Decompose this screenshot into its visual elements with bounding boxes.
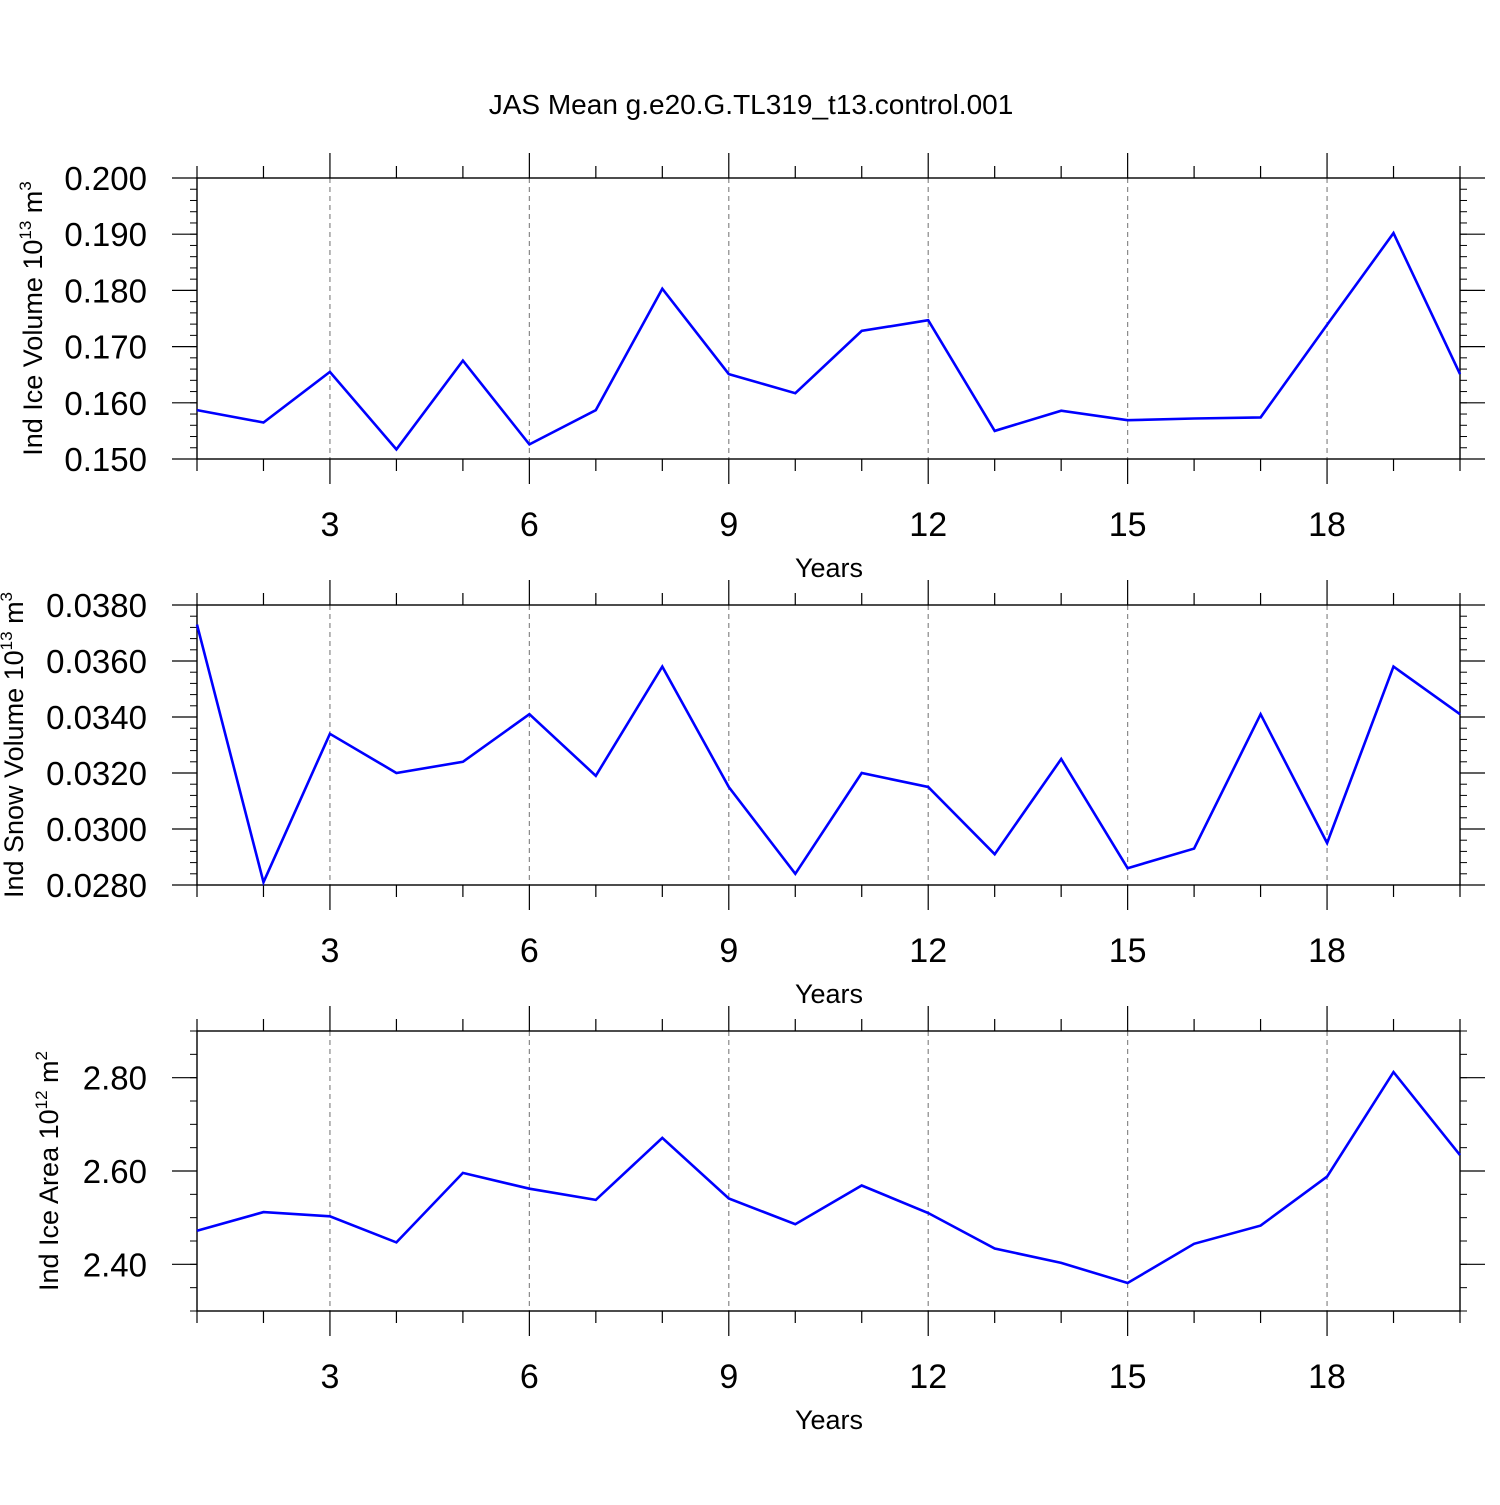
y-tick-label: 0.170 bbox=[64, 329, 147, 366]
plot-frame bbox=[197, 605, 1460, 885]
y-axis-label-superscript: 3 bbox=[0, 592, 16, 601]
y-tick-label: 0.0320 bbox=[46, 755, 147, 792]
x-axis-label: Years bbox=[795, 553, 863, 583]
series-line bbox=[197, 233, 1460, 449]
y-tick-label: 2.60 bbox=[83, 1153, 147, 1190]
series-line bbox=[197, 625, 1460, 883]
y-tick-label: 0.0380 bbox=[46, 587, 147, 624]
x-tick-label: 9 bbox=[719, 1358, 738, 1396]
chart-panels: 3 6 9 12 15 18 0.150 0.160 0.170 0.180 0.190 0.200 Y… bbox=[0, 153, 1485, 1435]
x-tick-label: 9 bbox=[719, 506, 738, 544]
y-tick-label: 0.160 bbox=[64, 385, 147, 422]
y-tick-label: 0.0280 bbox=[46, 867, 147, 904]
plot-frame bbox=[197, 1031, 1460, 1311]
y-tick-label: 2.80 bbox=[83, 1060, 147, 1097]
y-axis-label-superscript: 2 bbox=[32, 1051, 51, 1060]
x-tick-label: 12 bbox=[909, 506, 947, 544]
chart-title: JAS Mean g.e20.G.TL319_t13.control.001 bbox=[489, 89, 1014, 120]
y-tick-label: 0.180 bbox=[64, 272, 147, 309]
y-axis-label-superscript: 3 bbox=[16, 181, 35, 190]
x-tick-label: 15 bbox=[1109, 932, 1147, 970]
y-axis-label: Ind Ice Volume 1013 m3 bbox=[16, 181, 48, 456]
y-axis-label-text: Ind Ice Volume 10 bbox=[18, 240, 48, 456]
y-axis-label-text: Ind Ice Area 10 bbox=[34, 1109, 64, 1291]
y-axis-label-superscript: 12 bbox=[32, 1090, 51, 1109]
y-axis-label: Ind Snow Volume 1013 m3 bbox=[0, 592, 29, 898]
x-tick-label: 18 bbox=[1308, 1358, 1346, 1396]
y-tick-label: 0.190 bbox=[64, 216, 147, 253]
chart-panel-2: 3 6 9 12 15 18 0.0280 0.0300 0.0320 0.0340 0.0360 0… bbox=[0, 580, 1485, 1009]
x-tick-label: 12 bbox=[909, 932, 947, 970]
x-tick-label: 18 bbox=[1308, 506, 1346, 544]
x-tick-label: 3 bbox=[320, 1358, 339, 1396]
y-tick-label: 2.40 bbox=[83, 1246, 147, 1283]
x-tick-label: 18 bbox=[1308, 932, 1346, 970]
x-tick-label: 6 bbox=[520, 506, 539, 544]
y-tick-label: 0.0360 bbox=[46, 643, 147, 680]
chart-panel-1: 3 6 9 12 15 18 0.150 0.160 0.170 0.180 0.190 0.200 Y… bbox=[16, 153, 1485, 583]
y-axis-label-text: Ind Snow Volume 10 bbox=[0, 650, 29, 898]
x-tick-label: 6 bbox=[520, 932, 539, 970]
y-tick-label: 0.0340 bbox=[46, 699, 147, 736]
x-tick-label: 6 bbox=[520, 1358, 539, 1396]
y-axis-label-superscript: 13 bbox=[0, 631, 16, 650]
x-tick-label: 3 bbox=[320, 932, 339, 970]
x-axis-label: Years bbox=[795, 1405, 863, 1435]
y-axis-label-text: m bbox=[34, 1060, 64, 1090]
y-axis-label-text: m bbox=[0, 601, 29, 631]
y-axis-label-text: m bbox=[18, 191, 48, 221]
x-tick-label: 15 bbox=[1109, 506, 1147, 544]
x-tick-label: 9 bbox=[719, 932, 738, 970]
x-tick-label: 12 bbox=[909, 1358, 947, 1396]
x-tick-label: 15 bbox=[1109, 1358, 1147, 1396]
series-line bbox=[197, 1072, 1460, 1283]
y-tick-label: 0.200 bbox=[64, 160, 147, 197]
y-tick-label: 0.0300 bbox=[46, 811, 147, 848]
y-axis-label-superscript: 13 bbox=[16, 221, 35, 240]
y-axis-label: Ind Ice Area 1012 m2 bbox=[32, 1051, 64, 1291]
x-axis-label: Years bbox=[795, 979, 863, 1009]
chart-panel-3: 3 6 9 12 15 18 2.40 2.60 2.80 Years Ind Ice Area 1… bbox=[32, 1006, 1485, 1435]
plot-frame bbox=[197, 178, 1460, 459]
y-tick-label: 0.150 bbox=[64, 441, 147, 478]
x-tick-label: 3 bbox=[320, 506, 339, 544]
